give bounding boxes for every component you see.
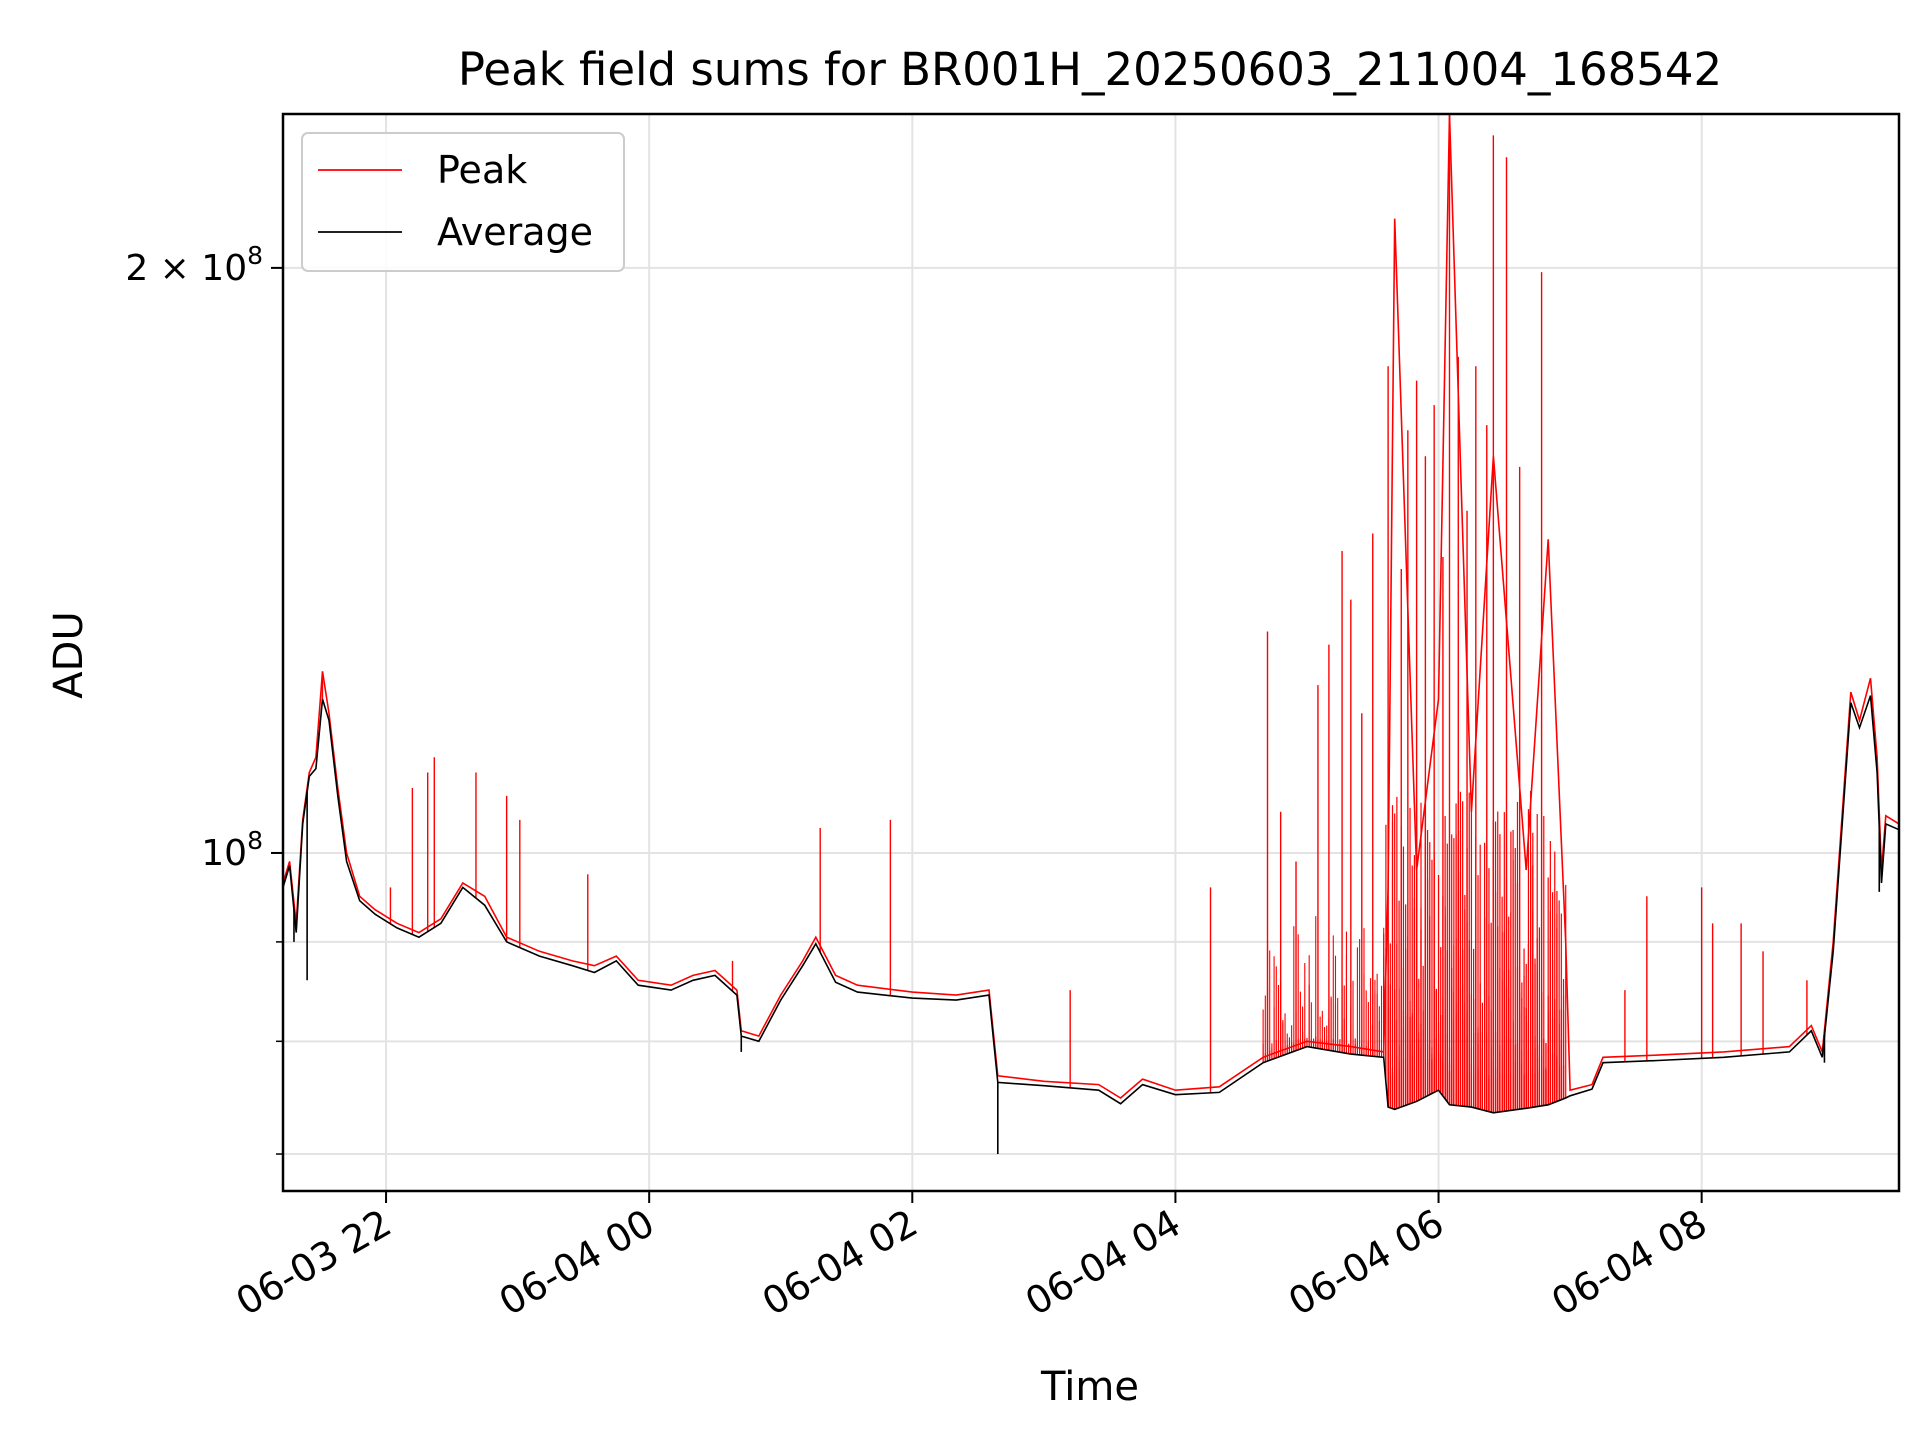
legend-label: Peak	[437, 148, 527, 192]
x-tick-label: 06-04 02	[755, 1201, 925, 1325]
x-axis: 06-03 22 06-04 00 06-04 02 06-04 04 06-04 06…	[229, 1191, 1714, 1325]
grid-lines	[283, 114, 1899, 1191]
x-tick-label: 06-04 00	[492, 1201, 662, 1325]
legend-label: Average	[437, 210, 593, 254]
y-tick-mantissa: 2 × 10	[125, 248, 247, 289]
peak-noise-band-early	[1262, 916, 1385, 1063]
chart-title: Peak field sums for BR001H_20250603_2110…	[458, 43, 1722, 96]
plot-area	[283, 114, 1899, 1155]
y-tick-mantissa: 10	[201, 833, 247, 874]
y-tick-exponent: 8	[247, 241, 263, 270]
legend: Peak Average	[301, 132, 625, 272]
x-axis-label: Time	[1040, 1364, 1139, 1410]
y-axis-label: ADU	[46, 611, 92, 698]
y-tick-exponent: 8	[247, 826, 263, 855]
legend-box	[301, 132, 625, 272]
x-tick-label: 06-03 22	[229, 1201, 399, 1325]
x-tick-label: 06-04 08	[1544, 1201, 1714, 1325]
x-tick-label: 06-04 04	[1018, 1201, 1188, 1325]
axes-frame	[281, 112, 1901, 1193]
y-tick-label: 2 × 108	[125, 241, 263, 289]
series-line-average	[283, 695, 1899, 1114]
peak-noise-band	[1383, 782, 1567, 1113]
x-tick-label: 06-04 06	[1281, 1201, 1451, 1325]
plot-clip-group	[283, 114, 1899, 1155]
y-tick-label: 108	[201, 826, 263, 874]
